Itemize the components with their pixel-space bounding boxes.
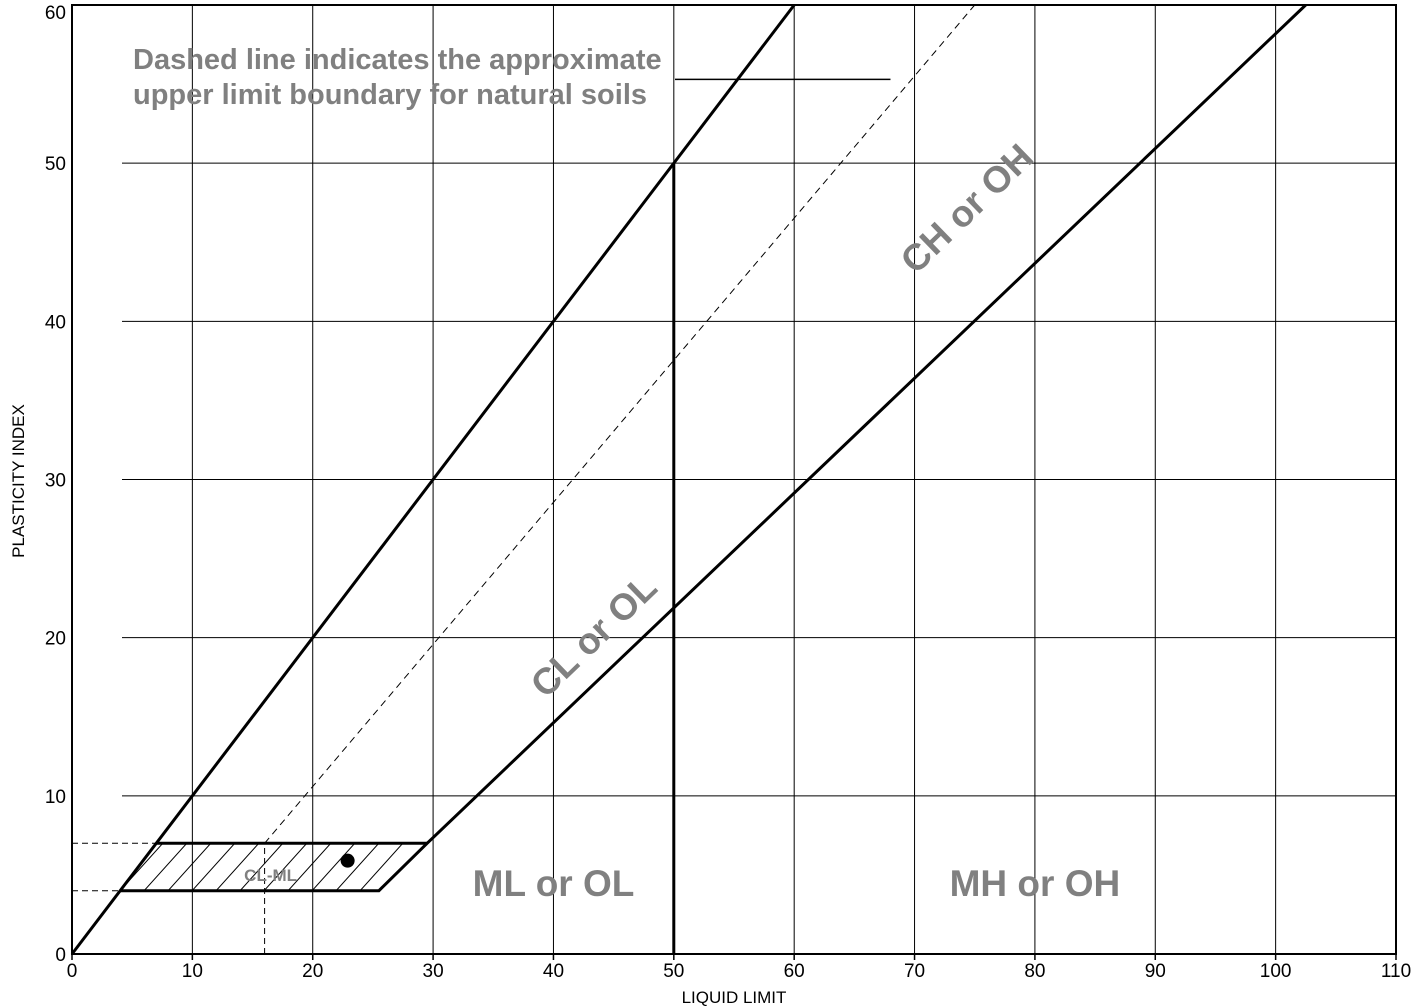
x-tick-label-40: 40 <box>543 961 564 982</box>
a-line <box>120 3 1307 893</box>
boundary-lines <box>70 3 1307 955</box>
hatch-line <box>191 843 236 891</box>
annotation-line-2: upper limit boundary for natural soils <box>133 79 647 111</box>
y-tick-label-30: 30 <box>45 471 66 492</box>
data-point-0 <box>340 853 355 868</box>
x-tick-label-0: 0 <box>67 961 78 982</box>
x-tick-label-70: 70 <box>904 961 925 982</box>
upper-limit-dashed-line <box>264 4 976 844</box>
hatch-line <box>239 843 284 891</box>
hatch-line <box>335 843 380 891</box>
hatch-line <box>72 843 115 890</box>
hatch-line <box>167 843 212 891</box>
zone-label-cl-ml: CL-ML <box>244 866 297 885</box>
annotation-line-1: Dashed line indicates the approximate <box>133 44 662 76</box>
y-axis-title: PLASTICITY INDEX <box>9 404 28 558</box>
x-axis-title: LIQUID LIMIT <box>682 988 787 1007</box>
plot-frame <box>71 4 1397 960</box>
y-tick-label-10: 10 <box>45 787 66 808</box>
hatch-line <box>143 843 188 891</box>
y-tick-label-40: 40 <box>45 312 66 333</box>
y-tick-label-20: 20 <box>45 629 66 650</box>
zone-label-mh-or-oh: MH or OH <box>950 863 1121 904</box>
grid <box>122 5 1396 954</box>
x-tick-label-30: 30 <box>423 961 444 982</box>
y-tick-label-50: 50 <box>45 154 66 175</box>
x-tick-label-100: 100 <box>1260 961 1292 982</box>
hatch-line <box>287 843 332 891</box>
hatch-line <box>48 843 91 890</box>
hatch-line <box>359 843 404 891</box>
reference-dashed-lines <box>72 842 266 954</box>
x-tick-label-20: 20 <box>302 961 323 982</box>
u-line <box>70 4 796 955</box>
hatch-line <box>215 843 260 891</box>
hatch-line <box>120 843 140 891</box>
zone-label-ml-or-ol: ML or OL <box>473 863 635 904</box>
x-tick-label-10: 10 <box>182 961 203 982</box>
x-tick-label-50: 50 <box>663 961 684 982</box>
hatch-line <box>263 843 308 891</box>
hatch-line <box>432 843 475 890</box>
y-tick-label-0: 0 <box>55 945 66 966</box>
plot-border <box>71 4 1397 955</box>
x-tick-label-90: 90 <box>1145 961 1166 982</box>
hatch-line <box>407 843 428 891</box>
hatch-line <box>311 843 356 891</box>
x-tick-label-80: 80 <box>1024 961 1045 982</box>
annotation: Dashed line indicates the approximateupp… <box>133 44 891 111</box>
y-tick-label-60: 60 <box>45 3 66 24</box>
tick-labels: 0 10 20 30 40 50 60 70 80 90 100 110 0 10 20 30 40 50 60 <box>45 3 1411 982</box>
x-tick-label-110: 110 <box>1381 961 1411 982</box>
data-points <box>340 853 355 868</box>
x-tick-label-60: 60 <box>784 961 805 982</box>
